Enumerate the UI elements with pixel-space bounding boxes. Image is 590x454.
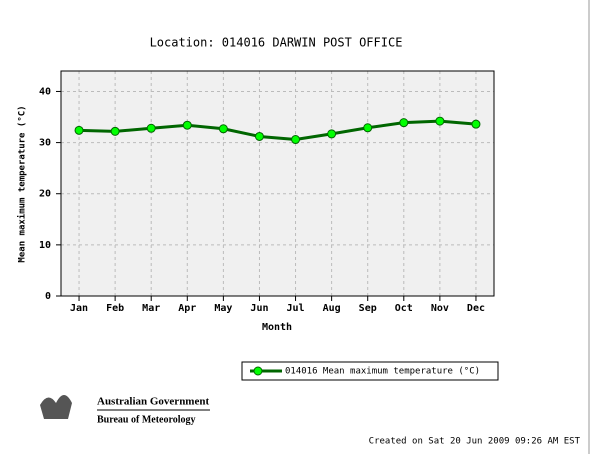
plot-area (61, 71, 494, 296)
x-tick-label: Oct (395, 303, 413, 314)
data-point (327, 129, 337, 139)
legend-marker (253, 366, 263, 376)
x-tick-label: Feb (106, 303, 124, 314)
legend: 014016 Mean maximum temperature (°C) (241, 361, 499, 381)
x-axis-label: Month (262, 322, 292, 333)
data-point (110, 126, 120, 136)
legend-label: 014016 Mean maximum temperature (°C) (285, 367, 480, 377)
x-tick-label: Aug (323, 303, 341, 314)
x-tick-label: Jun (250, 303, 268, 314)
data-point (74, 125, 84, 135)
branding-line2: Bureau of Meteorology (97, 414, 196, 425)
y-tick-label: 0 (45, 291, 51, 302)
data-point (254, 131, 264, 141)
y-tick-label: 30 (39, 138, 51, 149)
footer: Created on Sat 20 Jun 2009 09:26 AM EST (369, 437, 581, 447)
data-point (146, 123, 156, 133)
x-tick-label: Nov (431, 303, 449, 314)
x-tick-label: Mar (142, 303, 160, 314)
data-point (399, 118, 409, 128)
coat-of-arms (40, 395, 72, 419)
data-point (291, 135, 301, 145)
branding-line1: Australian Government (97, 396, 209, 408)
chart-title: Location: 014016 DARWIN POST OFFICE (150, 36, 403, 50)
data-point (363, 123, 373, 133)
data-point (218, 124, 228, 134)
plot-border (60, 70, 495, 297)
x-tick-label: May (214, 303, 232, 314)
y-axis-label: Mean maximum temperature (°C) (17, 105, 28, 262)
y-tick-label: 40 (39, 86, 51, 97)
x-tick-label: Jul (287, 303, 305, 314)
legend-box (241, 361, 499, 381)
y-tick-label: 10 (39, 240, 51, 251)
y-tick-label: 20 (39, 189, 51, 200)
series-line (78, 119, 477, 142)
x-tick-label: Dec (467, 303, 485, 314)
logo (40, 395, 72, 419)
x-tick-label: Jan (70, 303, 88, 314)
x-tick-label: Apr (178, 303, 196, 314)
data-point (471, 119, 481, 129)
data-point (435, 116, 445, 126)
x-tick-label: Sep (359, 303, 377, 314)
data-point (182, 120, 192, 130)
